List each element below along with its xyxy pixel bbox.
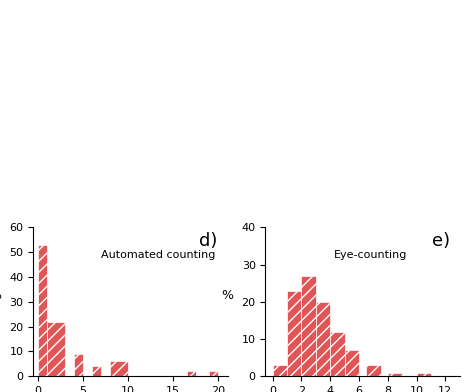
Bar — [47, 322, 65, 376]
Bar — [74, 354, 83, 376]
Bar — [301, 276, 316, 376]
Text: b): b) — [161, 11, 174, 24]
Y-axis label: %: % — [0, 289, 1, 302]
Text: e): e) — [432, 232, 450, 250]
Bar — [110, 361, 128, 376]
Y-axis label: %: % — [222, 289, 234, 302]
Bar — [287, 291, 301, 376]
Text: Eye-counting: Eye-counting — [333, 250, 407, 260]
Bar — [187, 371, 196, 376]
Bar — [210, 371, 219, 376]
Bar — [417, 372, 431, 376]
Bar — [388, 372, 402, 376]
Bar — [366, 365, 381, 376]
Text: a): a) — [3, 11, 16, 24]
Bar — [92, 367, 101, 376]
Bar — [330, 332, 345, 376]
Text: Automated counting: Automated counting — [101, 250, 216, 260]
Bar — [316, 302, 330, 376]
Bar — [38, 245, 47, 376]
Bar — [273, 365, 287, 376]
Text: c): c) — [319, 11, 331, 24]
Bar — [345, 350, 359, 376]
Text: d): d) — [200, 232, 218, 250]
